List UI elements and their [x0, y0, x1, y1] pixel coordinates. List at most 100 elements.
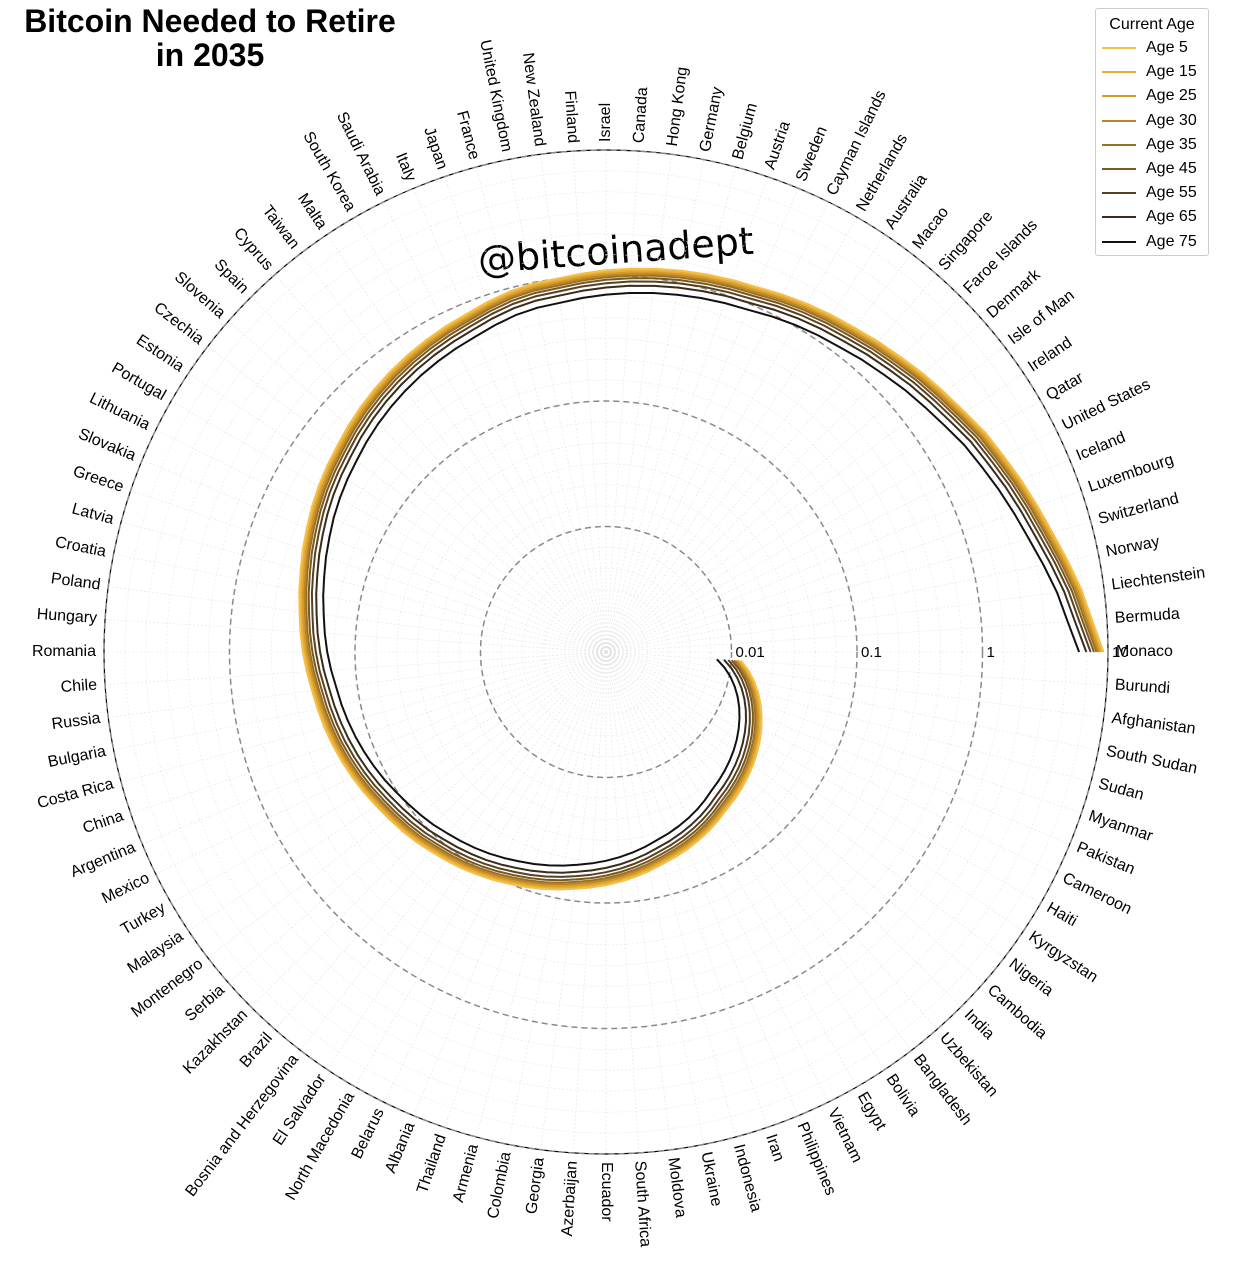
legend-label: Age 5 — [1146, 39, 1188, 57]
category-label: Latvia — [70, 500, 116, 528]
category-label: Argentina — [68, 839, 138, 881]
category-label: Lithuania — [87, 390, 153, 434]
grid-spoke — [605, 651, 1070, 845]
category-label: Ukraine — [697, 1150, 724, 1207]
category-label: France — [453, 109, 482, 162]
grid-spoke — [605, 651, 1024, 932]
grid-spoke — [228, 651, 607, 984]
category-label: Burundi — [1114, 677, 1170, 698]
legend-swatch — [1102, 143, 1136, 146]
category-label: Hungary — [36, 606, 97, 627]
grid-spoke — [605, 151, 640, 653]
grid-circle — [250, 296, 962, 1008]
category-label: Poland — [50, 570, 102, 593]
legend-swatch — [1102, 192, 1136, 195]
legend-item: Age 75 — [1096, 230, 1208, 254]
category-label: Croatia — [54, 534, 108, 561]
category-label: Haiti — [1044, 899, 1080, 930]
ring-label: 10 — [1112, 644, 1129, 661]
ring-0.1 — [354, 400, 858, 904]
category-label: Colombia — [485, 1150, 515, 1220]
category-label: Serbia — [182, 982, 228, 1025]
category-label: Monaco — [1116, 643, 1173, 660]
grid-circle — [312, 358, 900, 946]
category-label: Liechtenstein — [1110, 564, 1206, 593]
series-line — [303, 272, 1100, 886]
category-label: Albania — [382, 1120, 418, 1176]
category-label: Romania — [32, 643, 96, 660]
category-label: Indonesia — [730, 1142, 764, 1214]
category-label: Nigeria — [1006, 956, 1057, 1000]
legend-swatch — [1102, 71, 1136, 74]
category-label: Afghanistan — [1111, 710, 1197, 738]
category-label: Israel — [597, 103, 614, 142]
legend-label: Age 15 — [1146, 63, 1197, 81]
category-label: Switzerland — [1096, 490, 1180, 528]
category-label: Italy — [392, 150, 419, 184]
category-label: Iceland — [1074, 429, 1128, 464]
grid-circle — [417, 463, 795, 841]
category-label: Estonia — [133, 332, 187, 376]
grid-circle — [563, 609, 649, 695]
chart-title: Bitcoin Needed to Retire in 2035 — [24, 3, 396, 73]
grid-spoke — [142, 459, 607, 653]
category-label: Ecuador — [598, 1162, 615, 1222]
legend-label: Age 45 — [1146, 160, 1197, 178]
category-label: Brazil — [237, 1030, 276, 1071]
category-label: Bolivia — [882, 1071, 922, 1120]
category-label: Russia — [51, 710, 102, 733]
category-label: Georgia — [523, 1156, 547, 1215]
ring-label: 0.01 — [736, 644, 765, 661]
category-label: Slovakia — [76, 426, 138, 465]
grid-spoke — [300, 253, 607, 653]
category-label: Myanmar — [1086, 808, 1155, 846]
category-label: China — [81, 808, 126, 838]
category-label: Turkey — [118, 899, 168, 938]
category-label: Belgium — [730, 101, 761, 161]
category-label: Spain — [211, 256, 252, 297]
legend-swatch — [1102, 240, 1136, 243]
series-line — [298, 267, 1105, 891]
grid-spoke — [605, 296, 962, 653]
category-label: Thailand — [414, 1132, 450, 1196]
grid-circle — [333, 379, 879, 925]
category-label: Portugal — [109, 360, 169, 405]
category-label: Macao — [910, 204, 953, 253]
series-line — [315, 284, 1088, 874]
grid-circle — [124, 170, 1088, 1134]
category-label: Malta — [294, 191, 330, 233]
legend-label: Age 35 — [1146, 135, 1197, 153]
grid-circle — [166, 212, 1046, 1092]
category-label: Hong Kong — [664, 66, 691, 148]
legend-item: Age 55 — [1096, 181, 1208, 205]
legend-label: Age 25 — [1146, 87, 1197, 105]
ring-10 — [103, 149, 1109, 1155]
grid-circle — [291, 337, 921, 967]
legend-title: Current Age — [1109, 16, 1195, 33]
legend-swatch — [1102, 119, 1136, 122]
grid-spoke — [475, 651, 607, 1137]
category-label: Greece — [71, 463, 126, 496]
grid-spoke — [605, 651, 829, 1103]
grid-spoke — [300, 651, 607, 1051]
grid-circle — [208, 254, 1004, 1050]
category-label: Japan — [420, 125, 450, 172]
category-label: Iran — [762, 1132, 787, 1164]
series-line — [310, 280, 1092, 878]
grid-circle — [501, 547, 711, 757]
grid-spoke — [171, 400, 607, 653]
category-label: New Zealand — [519, 52, 548, 148]
grid-circle — [145, 191, 1067, 1113]
category-label: Luxembourg — [1086, 451, 1176, 496]
grid-circle — [522, 568, 690, 736]
category-label: Norway — [1104, 533, 1161, 560]
legend-label: Age 30 — [1146, 111, 1197, 129]
legend-label: Age 55 — [1146, 184, 1197, 202]
category-label: Bulgaria — [47, 743, 108, 771]
legend-label: Age 75 — [1146, 232, 1197, 250]
grid-spoke — [113, 651, 607, 751]
legend-item: Age 65 — [1096, 205, 1208, 229]
legend-item: Age 30 — [1096, 109, 1208, 133]
legend-item: Age 35 — [1096, 133, 1208, 157]
